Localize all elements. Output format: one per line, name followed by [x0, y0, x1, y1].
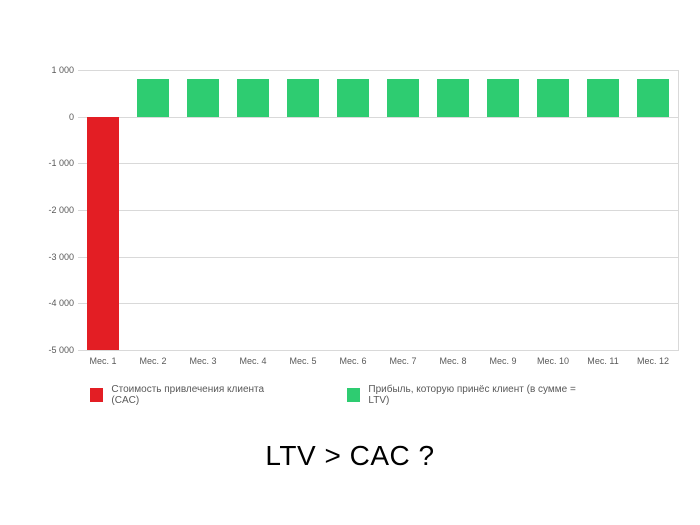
bar: [237, 79, 269, 116]
y-tick-label: -4 000: [38, 298, 74, 308]
plot-area: -5 000-4 000-3 000-2 000-1 00001 000Мес.…: [78, 70, 679, 351]
x-tick-label: Мес. 12: [633, 356, 673, 366]
gridline: [78, 70, 678, 71]
x-tick-label: Мес. 11: [583, 356, 623, 366]
y-tick-label: -1 000: [38, 158, 74, 168]
x-tick-label: Мес. 6: [333, 356, 373, 366]
legend-swatch-ltv: [347, 388, 360, 402]
bar: [287, 79, 319, 116]
bar: [87, 117, 119, 350]
y-tick-label: -5 000: [38, 345, 74, 355]
legend-label-ltv: Прибыль, которую принёс клиент (в сумме …: [368, 384, 590, 406]
x-tick-label: Мес. 3: [183, 356, 223, 366]
x-tick-label: Мес. 8: [433, 356, 473, 366]
bar: [187, 79, 219, 116]
bar: [337, 79, 369, 116]
bar: [387, 79, 419, 116]
legend-label-cac: Стоимость привлечения клиента (CAC): [111, 384, 287, 406]
caption: LTV > CAC ?: [0, 440, 700, 472]
x-tick-label: Мес. 2: [133, 356, 173, 366]
x-tick-label: Мес. 10: [533, 356, 573, 366]
bar: [537, 79, 569, 116]
bar: [437, 79, 469, 116]
bar: [487, 79, 519, 116]
legend: Стоимость привлечения клиента (CAC) Приб…: [90, 385, 650, 405]
gridline: [78, 117, 678, 118]
legend-item-cac: Стоимость привлечения клиента (CAC): [90, 384, 287, 406]
legend-swatch-cac: [90, 388, 103, 402]
x-tick-label: Мес. 1: [83, 356, 123, 366]
y-tick-label: 1 000: [38, 65, 74, 75]
y-tick-label: -3 000: [38, 252, 74, 262]
bar: [137, 79, 169, 116]
ltv-cac-chart: -5 000-4 000-3 000-2 000-1 00001 000Мес.…: [38, 70, 678, 370]
x-tick-label: Мес. 9: [483, 356, 523, 366]
bar: [587, 79, 619, 116]
y-tick-label: 0: [38, 112, 74, 122]
gridline: [78, 210, 678, 211]
legend-item-ltv: Прибыль, которую принёс клиент (в сумме …: [347, 384, 590, 406]
gridline: [78, 257, 678, 258]
x-tick-label: Мес. 4: [233, 356, 273, 366]
x-tick-label: Мес. 7: [383, 356, 423, 366]
x-tick-label: Мес. 5: [283, 356, 323, 366]
gridline: [78, 350, 678, 351]
bar: [637, 79, 669, 116]
gridline: [78, 163, 678, 164]
gridline: [78, 303, 678, 304]
y-tick-label: -2 000: [38, 205, 74, 215]
